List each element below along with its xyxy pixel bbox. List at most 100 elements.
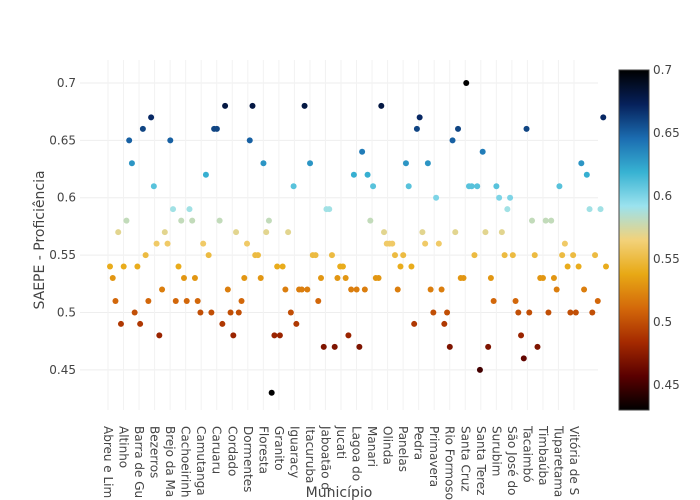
data-point bbox=[603, 263, 609, 270]
data-points bbox=[107, 79, 609, 396]
colorbar bbox=[618, 69, 650, 411]
data-point bbox=[307, 160, 314, 167]
x-tick-label: Camutanga bbox=[194, 426, 208, 496]
data-point bbox=[411, 320, 418, 327]
data-point bbox=[463, 79, 470, 86]
data-point bbox=[331, 343, 338, 350]
data-point bbox=[394, 286, 401, 293]
data-point bbox=[460, 275, 467, 282]
data-point bbox=[263, 229, 270, 236]
data-point bbox=[271, 332, 278, 339]
data-point bbox=[348, 286, 355, 293]
data-point bbox=[531, 252, 538, 259]
colorbar-tick-label: 0.6 bbox=[653, 189, 672, 203]
data-point bbox=[597, 206, 604, 213]
data-point bbox=[570, 252, 577, 259]
data-point bbox=[561, 240, 568, 247]
data-point bbox=[293, 320, 300, 327]
data-point bbox=[216, 217, 223, 224]
data-point bbox=[567, 309, 574, 316]
data-point bbox=[359, 148, 366, 155]
data-point bbox=[172, 297, 179, 304]
data-point bbox=[444, 309, 451, 316]
x-tick-label: Caruaru bbox=[210, 426, 224, 474]
x-tick-label: Tuparetama bbox=[551, 425, 565, 497]
data-point bbox=[120, 263, 127, 270]
data-point bbox=[260, 160, 267, 167]
data-point bbox=[550, 275, 557, 282]
data-point bbox=[509, 252, 516, 259]
y-axis-title: SAEPE - Proficiência bbox=[32, 170, 48, 309]
data-point bbox=[493, 183, 500, 190]
x-tick-label: Abreu e Lim bbox=[101, 426, 115, 498]
data-point bbox=[175, 263, 182, 270]
data-point bbox=[131, 309, 138, 316]
x-tick-label: Granito bbox=[272, 426, 286, 471]
data-point bbox=[241, 275, 248, 282]
data-point bbox=[213, 125, 220, 132]
data-point bbox=[170, 206, 177, 213]
data-point bbox=[586, 206, 593, 213]
data-point bbox=[128, 160, 135, 167]
x-tick-label: Cachoeirinh bbox=[179, 426, 193, 497]
data-point bbox=[208, 309, 215, 316]
data-point bbox=[249, 102, 256, 109]
x-tick-label: Timbaúba bbox=[536, 425, 550, 486]
y-tick-label: 0.55 bbox=[49, 248, 76, 262]
x-tick-label: Bezerros bbox=[148, 426, 162, 478]
data-point bbox=[123, 217, 130, 224]
data-point bbox=[408, 263, 415, 270]
data-point bbox=[482, 229, 489, 236]
data-point bbox=[167, 137, 174, 144]
data-point bbox=[452, 229, 459, 236]
data-point bbox=[474, 183, 481, 190]
x-tick-label: Tacaimbó bbox=[520, 425, 534, 483]
data-point bbox=[274, 263, 281, 270]
data-point bbox=[433, 194, 440, 201]
data-point bbox=[320, 343, 327, 350]
data-point bbox=[334, 275, 341, 282]
data-point bbox=[238, 297, 245, 304]
data-point bbox=[153, 240, 160, 247]
data-point bbox=[449, 137, 456, 144]
data-point bbox=[594, 297, 601, 304]
data-point bbox=[523, 125, 530, 132]
data-point bbox=[150, 183, 157, 190]
y-tick-label: 0.45 bbox=[49, 363, 76, 377]
data-point bbox=[183, 297, 190, 304]
plot-background bbox=[80, 60, 598, 410]
data-point bbox=[381, 229, 388, 236]
x-tick-labels: Abreu e Lim Altinho Barra de Gu Bezerros Bre… bbox=[101, 425, 581, 500]
data-point bbox=[419, 229, 426, 236]
data-point bbox=[402, 160, 409, 167]
data-point bbox=[350, 171, 357, 178]
data-point bbox=[222, 102, 229, 109]
data-point bbox=[345, 332, 352, 339]
data-point bbox=[364, 171, 371, 178]
data-point bbox=[498, 229, 505, 236]
data-point bbox=[424, 160, 431, 167]
data-point bbox=[413, 125, 420, 132]
data-point bbox=[290, 183, 297, 190]
x-tick-label: Manari bbox=[365, 426, 379, 467]
data-point bbox=[539, 275, 546, 282]
y-tick-label: 0.65 bbox=[49, 133, 76, 147]
y-tick-label: 0.6 bbox=[57, 191, 76, 205]
x-tick-label: Altinho bbox=[117, 426, 131, 468]
data-point bbox=[490, 297, 497, 304]
data-point bbox=[427, 286, 434, 293]
x-tick-label: Primavera bbox=[427, 426, 441, 487]
x-tick-label: São José do bbox=[505, 426, 519, 495]
data-point bbox=[142, 252, 149, 259]
data-point bbox=[507, 194, 514, 201]
data-point bbox=[542, 217, 549, 224]
data-point bbox=[518, 332, 525, 339]
data-point bbox=[356, 343, 363, 350]
data-point bbox=[227, 309, 234, 316]
data-point bbox=[391, 252, 398, 259]
data-point bbox=[194, 297, 201, 304]
x-tick-label: Floresta bbox=[256, 426, 270, 474]
data-point bbox=[485, 343, 492, 350]
data-point bbox=[156, 332, 163, 339]
y-tick-labels: 0.45 0.5 0.55 0.6 0.65 0.7 bbox=[49, 76, 76, 377]
